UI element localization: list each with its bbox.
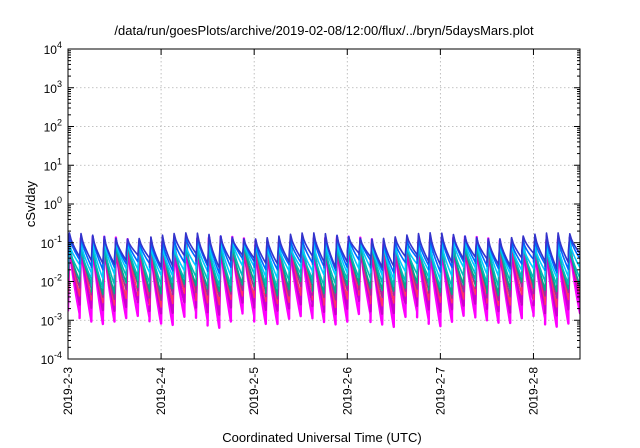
y-tick-label: 103: [44, 79, 62, 96]
y-tick-label: 10-3: [41, 311, 62, 328]
y-tick-label: 10-4: [41, 350, 62, 367]
series-layer: [68, 232, 580, 329]
series-line: [68, 238, 580, 281]
x-axis: 2019-2-3 2019-2-4 2019-2-5 2019-2-6 2019-2-7…: [61, 49, 540, 415]
x-tick-label: 2019-2-8: [526, 367, 540, 415]
chart-title: /data/run/goesPlots/archive/2019-02-08/1…: [114, 23, 534, 38]
x-tick-label: 2019-2-3: [61, 367, 75, 415]
series-line: [68, 232, 580, 270]
y-axis: 10-4 10-3 10-2 10-1 100 101 102 103 104: [41, 40, 580, 367]
x-tick-label: 2019-2-6: [340, 367, 354, 415]
x-axis-label: Coordinated Universal Time (UTC): [222, 430, 421, 445]
y-tick-label: 104: [44, 40, 62, 57]
y-tick-label: 101: [44, 156, 62, 173]
y-tick-label: 102: [44, 118, 62, 135]
y-tick-label: 10-1: [41, 234, 62, 251]
x-tick-label: 2019-2-7: [433, 367, 447, 415]
y-tick-label: 10-2: [41, 273, 62, 290]
y-tick-label: 100: [44, 195, 62, 212]
x-tick-label: 2019-2-4: [154, 367, 168, 415]
y-axis-label: cSv/day: [23, 180, 38, 227]
x-tick-label: 2019-2-5: [247, 367, 261, 415]
series-line: [68, 240, 580, 290]
series-line: [68, 238, 580, 297]
